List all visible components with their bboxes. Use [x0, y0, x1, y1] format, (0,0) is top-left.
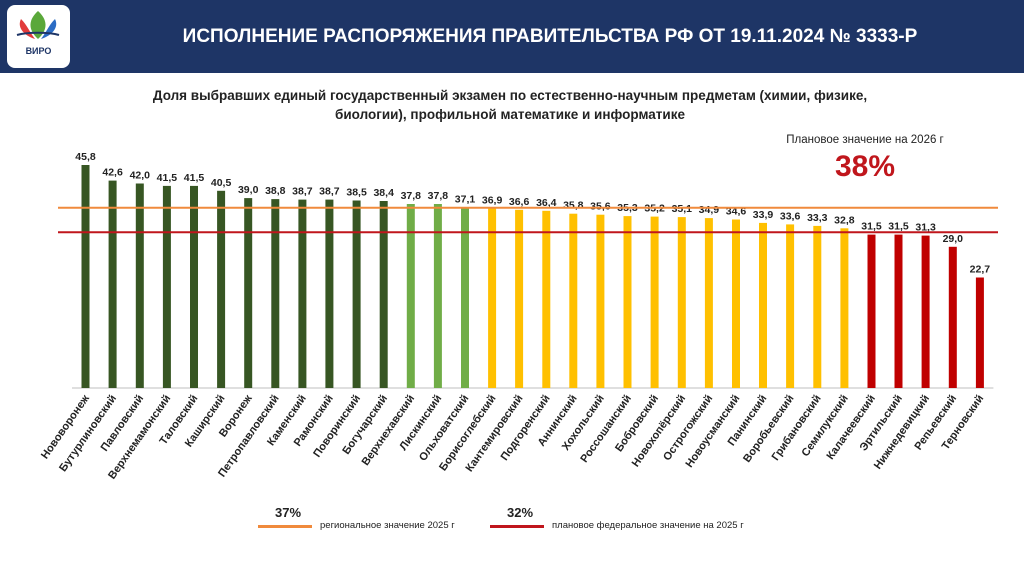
data-label: 37,8	[401, 190, 422, 202]
plan-value: 38%	[834, 150, 896, 183]
bar	[352, 200, 361, 388]
bar	[515, 209, 524, 388]
data-label: 33,6	[780, 210, 801, 222]
bar	[732, 219, 740, 388]
bar	[433, 204, 442, 388]
bar	[596, 214, 605, 388]
bar	[623, 216, 632, 388]
bar	[677, 217, 686, 388]
data-label: 36,6	[509, 196, 530, 208]
bar	[650, 216, 659, 388]
data-label: 41,5	[157, 172, 178, 184]
data-label: 31,5	[861, 221, 882, 233]
chart-title: Доля выбравших единый государственный эк…	[152, 88, 868, 122]
legend-regional-label: региональное значение 2025 г	[320, 520, 455, 531]
header-bar: ВИРО ИСПОЛНЕНИЕ РАСПОРЯЖЕНИЯ ПРАВИТЕЛЬСТ…	[0, 0, 1024, 73]
data-label: 42,0	[130, 170, 151, 182]
bar	[894, 234, 903, 388]
data-label: 38,7	[319, 186, 340, 198]
data-label: 36,9	[482, 194, 503, 206]
bar	[190, 185, 198, 388]
data-label: 35,6	[590, 201, 611, 213]
bar	[271, 199, 280, 388]
data-label: 42,6	[102, 167, 123, 179]
data-label: 35,8	[563, 200, 584, 212]
legend-federal: 32% плановое федеральное значение на 202…	[490, 505, 790, 541]
legend-federal-line	[490, 525, 544, 528]
bar	[244, 198, 253, 388]
viro-logo: ВИРО	[7, 5, 70, 68]
data-label: 36,4	[536, 197, 557, 209]
data-label: 39,0	[238, 184, 259, 196]
logo-text: ВИРО	[25, 46, 52, 56]
data-label: 38,4	[373, 187, 394, 199]
bar	[704, 218, 713, 388]
bar	[867, 234, 876, 388]
bar	[379, 201, 388, 388]
bar	[759, 222, 767, 388]
bar	[461, 207, 469, 388]
bar	[108, 180, 117, 388]
data-label: 31,3	[915, 222, 936, 234]
bar	[840, 228, 849, 388]
bar	[217, 190, 226, 388]
bar	[813, 225, 822, 388]
legend-regional: 37% региональное значение 2025 г	[258, 505, 518, 541]
bar	[162, 185, 171, 388]
bar	[298, 199, 307, 388]
data-label: 35,1	[672, 203, 693, 215]
data-label: 45,8	[75, 151, 96, 163]
data-label: 37,1	[455, 193, 476, 205]
plan-label: Плановое значение на 2026 г	[786, 134, 944, 146]
bar	[921, 235, 930, 388]
legend-regional-line	[258, 525, 312, 528]
data-label: 34,9	[699, 204, 720, 216]
bar	[325, 199, 334, 388]
data-label: 38,7	[292, 186, 313, 198]
bar	[542, 210, 551, 388]
bar	[975, 277, 984, 388]
legend-regional-value: 37%	[274, 505, 302, 520]
bar	[135, 183, 144, 388]
bar	[948, 246, 957, 388]
legend-federal-label: плановое федеральное значение на 2025 г	[552, 520, 744, 531]
bar	[569, 213, 578, 388]
data-label: 41,5	[184, 172, 205, 184]
logo-emblem-icon	[16, 11, 60, 39]
data-label: 22,7	[970, 264, 991, 276]
legend-federal-value: 32%	[506, 505, 534, 520]
data-label: 38,8	[265, 185, 286, 197]
bar	[81, 165, 90, 388]
data-label: 31,5	[888, 221, 909, 233]
page-title: ИСПОЛНЕНИЕ РАСПОРЯЖЕНИЯ ПРАВИТЕЛЬСТВА РФ…	[182, 26, 918, 47]
data-label: 33,3	[807, 212, 828, 224]
bar	[488, 208, 497, 388]
bar	[406, 204, 415, 388]
bar	[786, 224, 795, 388]
data-label: 29,0	[943, 233, 964, 245]
data-label: 37,8	[428, 190, 449, 202]
data-label: 33,9	[753, 209, 774, 221]
data-label: 32,8	[834, 214, 855, 226]
data-label: 40,5	[211, 177, 232, 189]
data-label: 38,5	[346, 187, 367, 199]
